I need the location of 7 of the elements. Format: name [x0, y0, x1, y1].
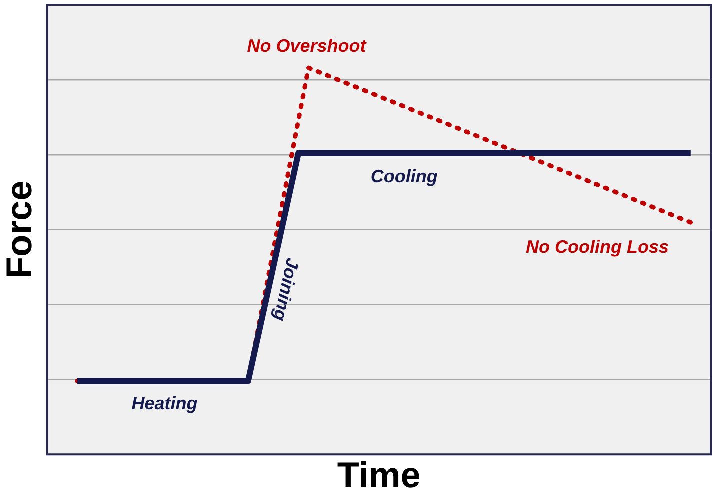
y-axis-title: Force: [0, 180, 40, 279]
annotation: Joining: [270, 256, 304, 324]
annotation: Cooling: [370, 166, 438, 187]
text: No Overshoot: [247, 36, 368, 56]
annotation: No Cooling Loss: [526, 236, 669, 257]
annotation: Heating: [132, 394, 198, 414]
x-axis-title: Time: [337, 454, 421, 496]
